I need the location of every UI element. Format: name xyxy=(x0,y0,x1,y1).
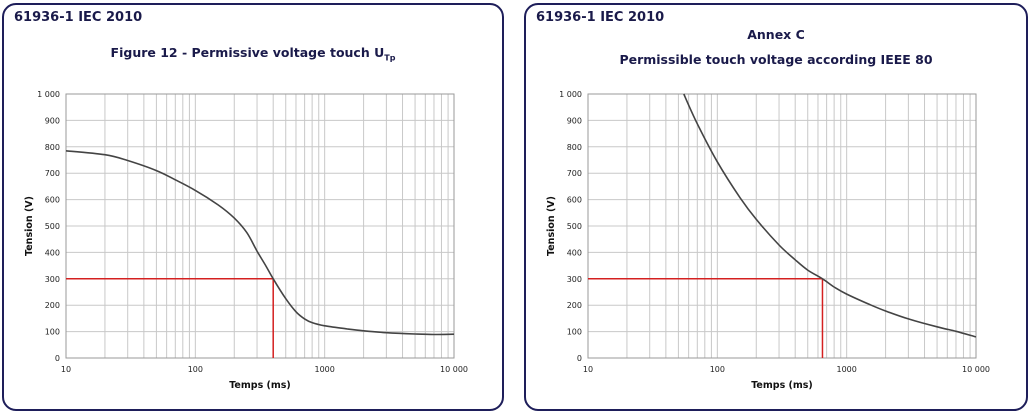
x-tick-label: 10 000 xyxy=(962,365,990,374)
annex-title: Annex C xyxy=(747,27,805,42)
y-tick-label: 500 xyxy=(45,222,60,231)
y-tick-label: 700 xyxy=(567,169,582,178)
x-axis-label: Temps (ms) xyxy=(229,380,291,391)
standard-label: 61936-1 IEC 2010 xyxy=(14,10,143,25)
standard-label: 61936-1 IEC 2010 xyxy=(536,10,665,25)
y-tick-label: 600 xyxy=(567,196,582,205)
plot-frame xyxy=(65,93,455,359)
y-tick-label: 0 xyxy=(55,354,60,363)
y-tick-label: 700 xyxy=(45,169,60,178)
series-line xyxy=(65,150,455,336)
series-line xyxy=(683,93,977,338)
chart-panel-left: 61936-1 IEC 2010 Figure 12 - Permissive … xyxy=(2,3,504,411)
x-tick-label: 10 xyxy=(61,365,71,374)
chart-title: Permissible touch voltage according IEEE… xyxy=(619,52,933,67)
chart-title: Figure 12 - Permissive voltage touch UTp xyxy=(4,45,502,63)
y-tick-label: 100 xyxy=(567,328,582,337)
y-tick-label: 900 xyxy=(45,116,60,125)
x-tick-label: 1000 xyxy=(836,365,856,374)
y-tick-label: 200 xyxy=(567,301,582,310)
y-tick-label: 800 xyxy=(567,143,582,152)
y-axis-label: Tension (V) xyxy=(24,196,35,256)
chart-plot-right: 0 100 200 300 400 500 600 700 800 900 1 000 10 100 10… xyxy=(546,90,990,391)
y-tick-label: 400 xyxy=(567,248,582,257)
y-tick-label: 100 xyxy=(45,328,60,337)
x-tick-label: 100 xyxy=(710,365,725,374)
chart-plot-left: 0 100 200 300 400 500 600 700 800 900 1 000 10 100 10… xyxy=(24,90,468,391)
plot-frame xyxy=(587,93,977,359)
y-tick-label: 800 xyxy=(45,143,60,152)
y-tick-label: 300 xyxy=(45,275,60,284)
chart-panel-right: 61936-1 IEC 2010 Annex C Permissible tou… xyxy=(524,3,1028,411)
y-tick-label: 1 000 xyxy=(559,90,582,99)
y-tick-label: 1 000 xyxy=(37,90,60,99)
y-tick-label: 600 xyxy=(45,196,60,205)
y-tick-label: 200 xyxy=(45,301,60,310)
x-tick-label: 10 xyxy=(583,365,593,374)
x-axis-label: Temps (ms) xyxy=(751,380,813,391)
x-tick-label: 100 xyxy=(188,365,203,374)
x-tick-label: 1000 xyxy=(314,365,334,374)
y-tick-label: 400 xyxy=(45,248,60,257)
y-tick-label: 0 xyxy=(577,354,582,363)
x-tick-label: 10 000 xyxy=(440,365,468,374)
chart-title-text: Figure 12 - Permissive voltage touch U xyxy=(110,45,385,60)
y-axis-label: Tension (V) xyxy=(546,196,557,256)
y-tick-label: 300 xyxy=(567,275,582,284)
chart-title-subscript: Tp xyxy=(384,53,396,63)
y-tick-label: 900 xyxy=(567,116,582,125)
y-tick-label: 500 xyxy=(567,222,582,231)
